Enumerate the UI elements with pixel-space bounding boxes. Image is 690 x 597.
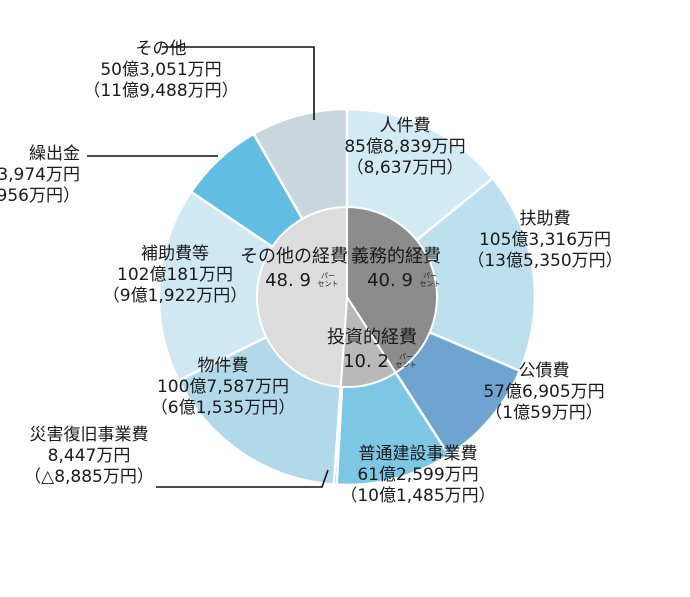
inner-label-unit-1: パーセント (396, 353, 417, 369)
inner-label-value-0: 40. 9 (367, 270, 413, 291)
inner-label-name-0: 義務的経費 (351, 246, 441, 267)
inner-label-unit-2: パーセント (318, 272, 339, 288)
outer-label-1: 扶助費 105億3,316万円（13億5,350万円） (467, 209, 622, 271)
outer-label-4: 災害復旧事業費 8,447万円（△8,885万円） (24, 425, 154, 487)
leader-line-other (162, 46, 315, 120)
outer-label-5: 物件費 100億7,587万円（6億1,535万円） (151, 356, 295, 418)
outer-slice-1 (344, 176, 537, 373)
outer-label-2: 公債費 57億6,905万円（1億59万円） (483, 361, 604, 423)
outer-label-3: 普通建設事業費 61億2,599万円（10億1,485万円） (340, 444, 495, 506)
inner-label-value-1: 10. 2 (343, 351, 389, 372)
inner-label-name-1: 投資的経費 (327, 327, 417, 348)
leader-lines (87, 46, 329, 488)
inner-slice-2 (255, 205, 348, 388)
outer-label-0: 人件費 85億8,839万円（8,637万円） (344, 116, 465, 178)
outer-label-6: 補助費等 102億181万円（9億1,922万円） (103, 244, 247, 306)
leader-line-disaster (156, 469, 329, 488)
inner-label-name-2: その他の経費 (240, 246, 348, 267)
outer-label-8: その他 50億3,051万円（11億9,488万円） (83, 39, 238, 101)
inner-label-value-2: 48. 9 (265, 270, 311, 291)
slice-labels: 人件費 85億8,839万円（8,637万円）扶助費 105億3,316万円（13億… (0, 39, 623, 506)
outer-label-7: 繰出金44億3,974万円（7億8,956万円） (0, 144, 80, 206)
inner-label-unit-0: パーセント (420, 272, 441, 288)
outer-slice-6 (157, 190, 350, 383)
inner-pie (255, 205, 438, 388)
